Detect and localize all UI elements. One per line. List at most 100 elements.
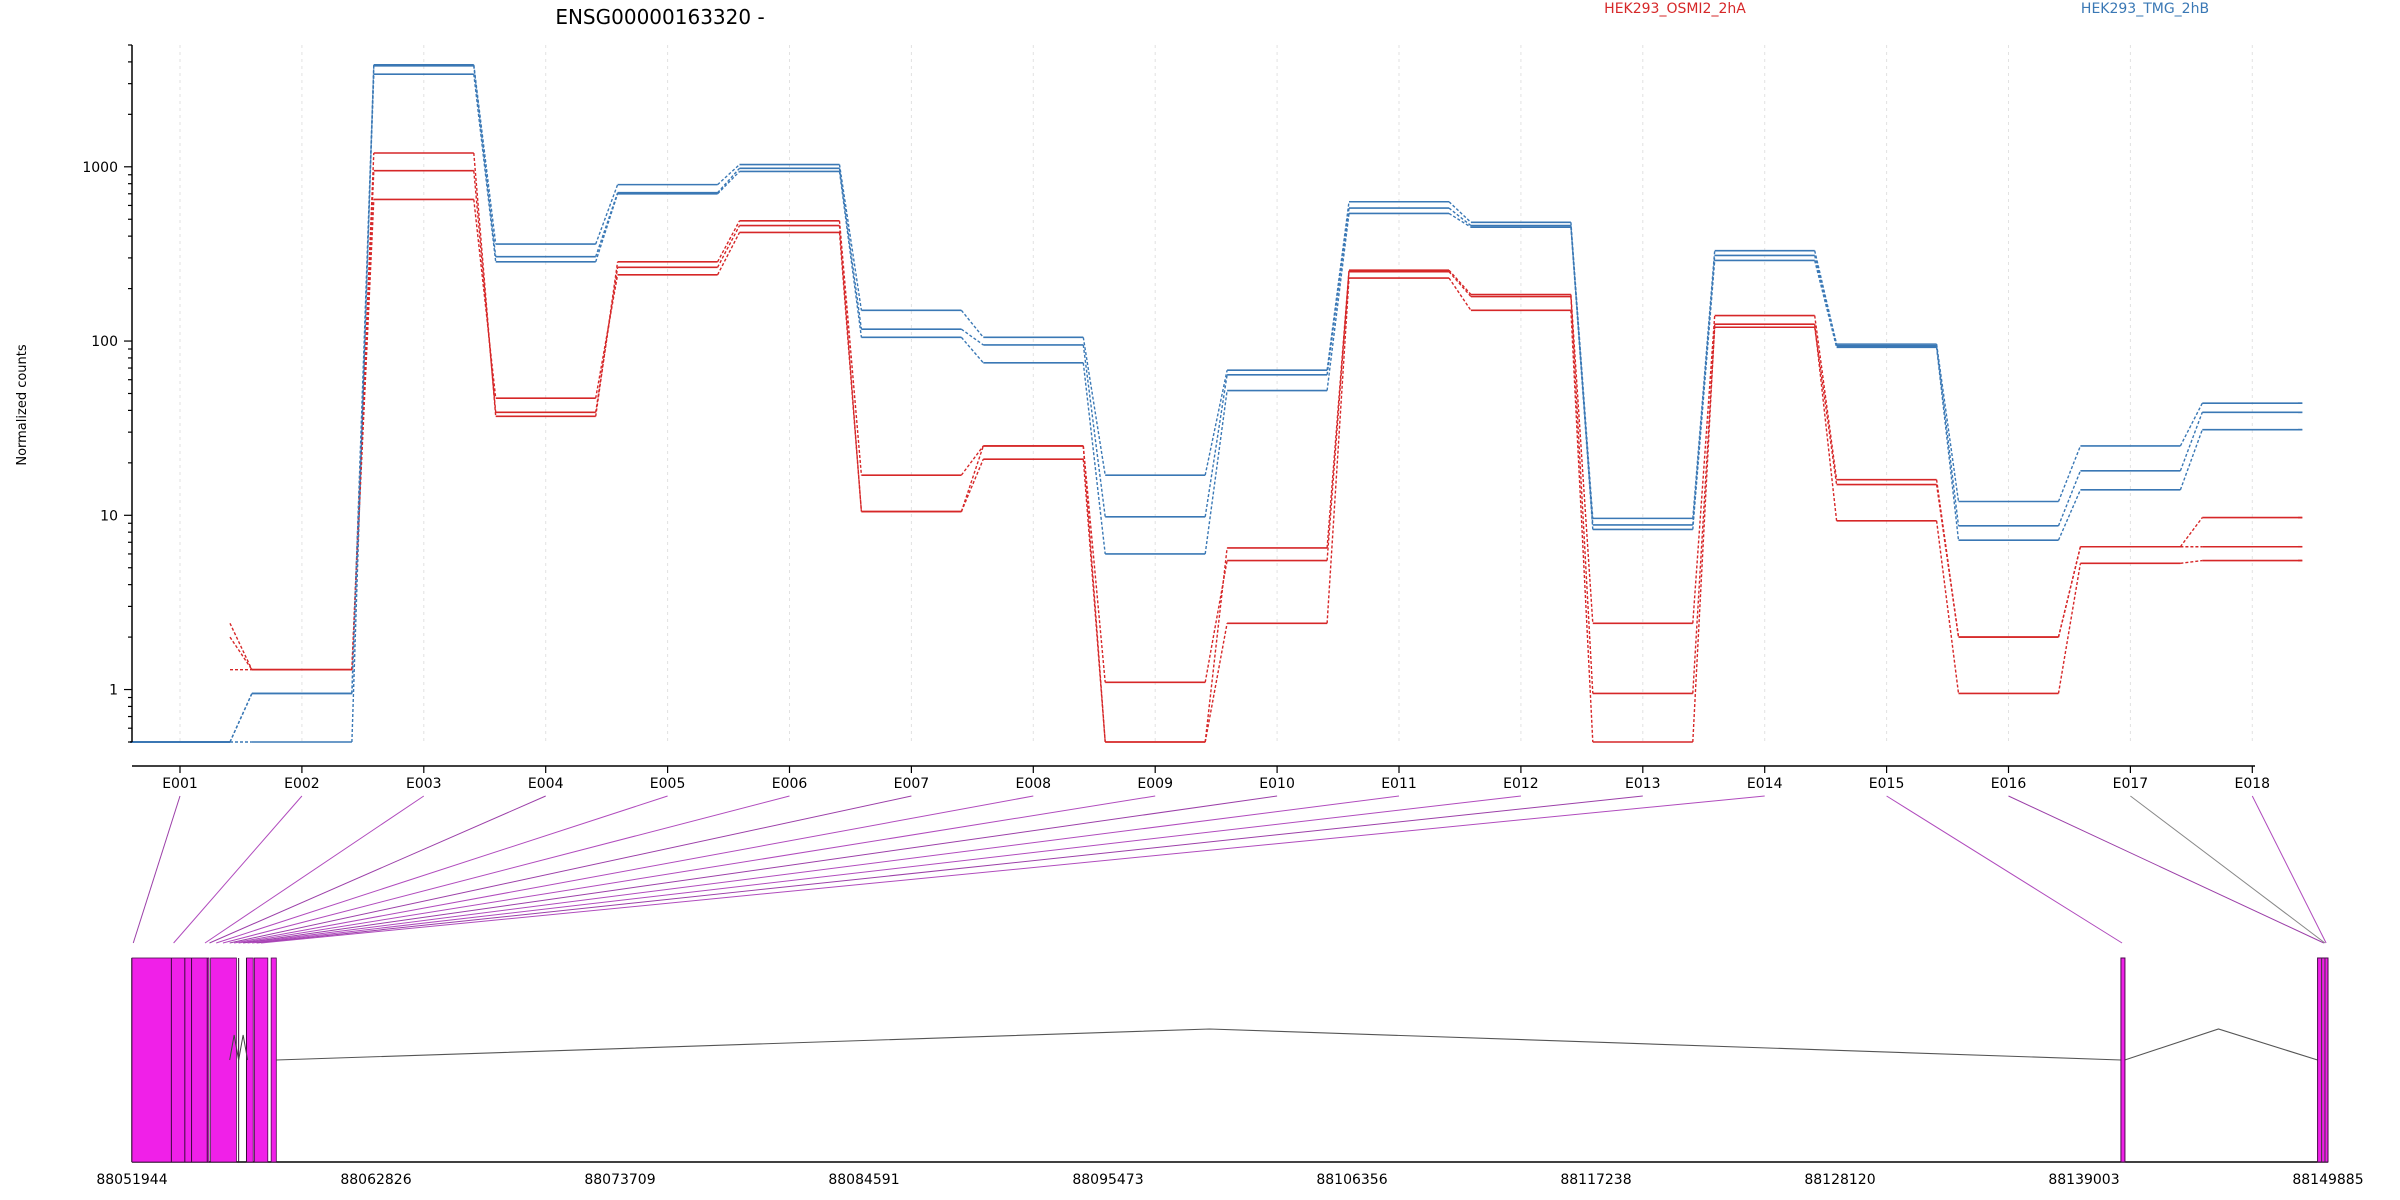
y-tick-label: 1000 <box>82 160 118 176</box>
series-connector <box>2057 546 2082 638</box>
series-connector <box>1935 520 1960 694</box>
series-connector <box>1326 271 1350 561</box>
y-tick-label: 1 <box>109 683 118 699</box>
x-tick-label-e018: E018 <box>2235 776 2271 792</box>
x-tick-label-e010: E010 <box>1259 776 1295 792</box>
exon-connector-e003 <box>204 795 425 944</box>
x-tick-label-e007: E007 <box>894 776 930 792</box>
series-connector <box>2180 559 2203 565</box>
exon-connector-e017 <box>2130 795 2326 944</box>
intron-line-2 <box>2124 1028 2318 1061</box>
series-connector <box>2179 429 2203 491</box>
intron-line-1 <box>276 1028 2121 1061</box>
tail-exon-0 <box>2120 957 2126 1163</box>
series-connector <box>351 152 375 670</box>
series-connector <box>1935 345 1960 526</box>
series-connector <box>1082 445 1106 683</box>
series-connector <box>1814 315 1838 480</box>
series-connector <box>1814 324 1838 521</box>
exon-connector-e014 <box>261 795 1765 944</box>
x-tick-label-e011: E011 <box>1381 776 1417 792</box>
genomic-tick-label: 88095473 <box>1072 1172 1143 1188</box>
series-connector <box>838 225 863 512</box>
exon-block-1 <box>210 957 237 1163</box>
series-0 <box>130 198 2303 743</box>
exon-connector-e010 <box>243 795 1278 944</box>
series-connector <box>1570 222 1594 519</box>
series-connector <box>473 170 497 413</box>
series-connector <box>1326 270 1350 548</box>
x-tick-label-e009: E009 <box>1137 776 1173 792</box>
series-connector <box>1935 479 1960 638</box>
series-connector <box>1448 212 1472 228</box>
x-tick-label-e014: E014 <box>1747 776 1783 792</box>
series-connector <box>1204 390 1228 555</box>
series-connector <box>1692 255 1716 526</box>
x-tick-label-e004: E004 <box>528 776 564 792</box>
x-tick-label-e012: E012 <box>1503 776 1539 792</box>
series-1 <box>130 169 2303 743</box>
series-connector <box>960 309 984 338</box>
series-connector <box>473 64 497 245</box>
series-lines <box>130 63 2303 743</box>
series-connector <box>1692 315 1716 624</box>
exon-block-0 <box>131 957 210 1163</box>
series-connector <box>1448 207 1472 227</box>
series-connector <box>1326 213 1350 391</box>
legend-entry-osmi2: HEK293_OSMI2_2hA <box>1604 1 1746 17</box>
series-connector <box>1204 560 1228 683</box>
series-connector <box>2057 445 2082 502</box>
intron-zigzag <box>229 1034 249 1061</box>
exon-block-4 <box>270 957 277 1163</box>
series-connector <box>1570 296 1594 694</box>
x-tick-label-e001: E001 <box>162 776 198 792</box>
series-connector <box>717 167 741 194</box>
series-4 <box>130 64 2303 743</box>
genomic-tick-label: 88149885 <box>2292 1172 2363 1188</box>
series-connector <box>229 636 253 671</box>
exon-connector-e008 <box>234 795 1034 944</box>
exon-connector-lines <box>132 795 2327 944</box>
exon-connector-e001 <box>132 795 181 944</box>
chart-title: ENSG00000163320 - <box>555 5 764 29</box>
series-connector <box>1082 337 1106 476</box>
exon-connector-e012 <box>252 795 1521 944</box>
x-tick-label-e016: E016 <box>1991 776 2027 792</box>
gene-model-track: 88051944 88062826 88073709 88084591 88095473… <box>96 957 2364 1188</box>
series-connector <box>960 336 984 364</box>
exon-connector-e015 <box>1886 795 2123 944</box>
genomic-tick-label: 88084591 <box>828 1172 899 1188</box>
genomic-tick-label: 88073709 <box>584 1172 655 1188</box>
chart-axes: 1 10 100 1000 E001 E002 E003 E004 E005 E006 E007 E0… <box>82 44 2271 792</box>
series-connector <box>838 171 863 338</box>
genomic-tick-label: 88139003 <box>2048 1172 2119 1188</box>
series-connector <box>1204 623 1228 743</box>
series-connector <box>1448 269 1472 295</box>
series-connector <box>716 220 741 263</box>
x-tick-label-e015: E015 <box>1869 776 1905 792</box>
series-connector <box>1935 344 1960 502</box>
series-connector <box>2179 402 2203 447</box>
series-connector <box>960 328 984 346</box>
series-connector <box>838 220 863 476</box>
series-connector <box>960 445 984 476</box>
series-connector <box>1082 362 1106 555</box>
series-connector <box>838 164 863 311</box>
series-connector <box>717 170 740 195</box>
x-tick-label-e002: E002 <box>284 776 320 792</box>
exon-connector-e011 <box>247 795 1400 944</box>
series-connector <box>229 622 253 670</box>
series-connector <box>595 261 619 417</box>
x-tick-label-e003: E003 <box>406 776 442 792</box>
x-tick-label-e013: E013 <box>1625 776 1661 792</box>
x-tick-label-e005: E005 <box>650 776 686 792</box>
series-connector <box>595 192 619 257</box>
genomic-tick-label: 88106356 <box>1316 1172 1387 1188</box>
series-connector <box>1326 277 1350 624</box>
genomic-tick-label: 88051944 <box>96 1172 167 1188</box>
series-connector <box>473 152 497 417</box>
exon-connector-e013 <box>256 795 1643 944</box>
series-connector <box>960 458 984 512</box>
exon-connector-e006 <box>222 795 790 944</box>
exon-connector-e016 <box>2008 795 2325 944</box>
